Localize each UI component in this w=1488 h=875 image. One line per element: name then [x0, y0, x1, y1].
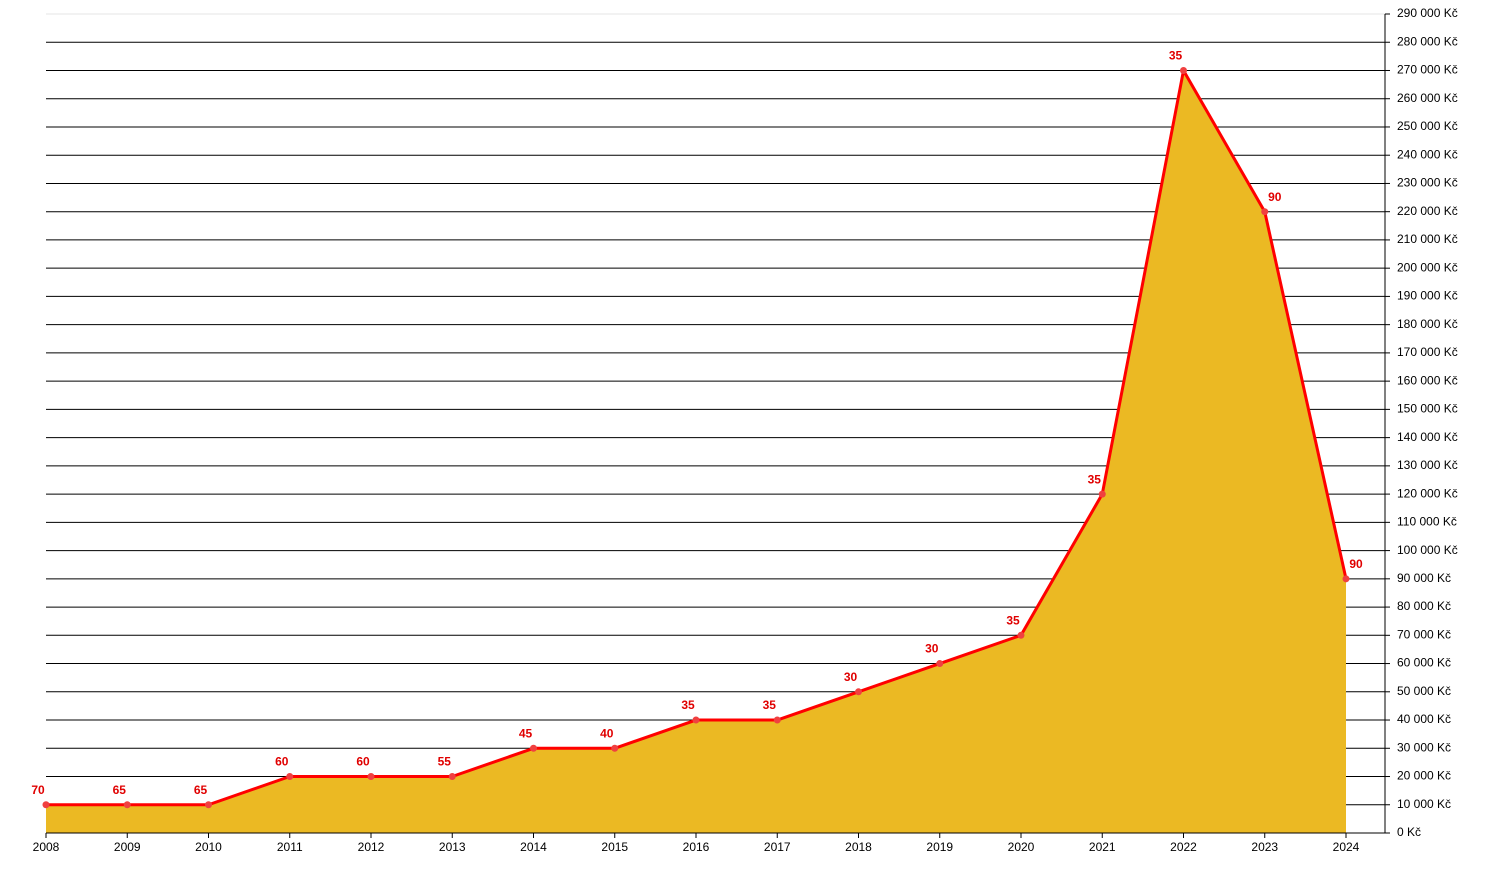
y-tick-label: 90 000 Kč [1397, 571, 1451, 585]
point [448, 773, 456, 781]
point [855, 688, 862, 696]
y-tick-label: 80 000 Kč [1397, 599, 1451, 613]
point [692, 716, 700, 724]
x-tick-label: 2014 [520, 840, 547, 854]
y-tick-label: 230 000 Kč [1397, 176, 1458, 190]
x-tick-label: 2010 [195, 840, 222, 854]
point [1180, 66, 1187, 74]
point [1098, 490, 1106, 498]
y-tick-label: 290 000 Kč [1397, 6, 1458, 20]
y-tick-label: 100 000 Kč [1397, 543, 1458, 557]
y-tick-label: 190 000 Kč [1397, 289, 1458, 303]
y-tick-label: 220 000 Kč [1397, 204, 1458, 218]
x-tick-label: 2019 [926, 840, 953, 854]
x-tick-label: 2022 [1170, 840, 1197, 854]
x-tick-label: 2015 [601, 840, 628, 854]
area [46, 70, 1346, 833]
point-label: 40 [600, 726, 614, 740]
point [530, 744, 537, 752]
point [42, 801, 50, 809]
x-tick-label: 2023 [1251, 840, 1278, 854]
point-label: 60 [275, 755, 289, 769]
point [1261, 208, 1269, 216]
x-tick-label: 2018 [845, 840, 872, 854]
point-label: 90 [1268, 190, 1282, 204]
y-tick-label: 210 000 Kč [1397, 232, 1458, 246]
point [205, 801, 212, 809]
y-tick-label: 270 000 Kč [1397, 63, 1458, 77]
x-tick-label: 2012 [358, 840, 385, 854]
point-label: 90 [1349, 557, 1363, 571]
x-tick-label: 2008 [33, 840, 60, 854]
x-tick-label: 2009 [114, 840, 141, 854]
x-tick-label: 2024 [1333, 840, 1360, 854]
y-tick-label: 50 000 Kč [1397, 684, 1451, 698]
y-tick-label: 10 000 Kč [1397, 797, 1451, 811]
point-label: 30 [844, 670, 858, 684]
point [1342, 575, 1350, 583]
y-tick-label: 20 000 Kč [1397, 769, 1451, 783]
point-label: 35 [1088, 472, 1102, 486]
y-tick-label: 160 000 Kč [1397, 373, 1458, 387]
y-tick-label: 40 000 Kč [1397, 712, 1451, 726]
y-tick-label: 200 000 Kč [1397, 260, 1458, 274]
y-tick-label: 120 000 Kč [1397, 486, 1458, 500]
point-label: 35 [1169, 49, 1183, 63]
y-tick-label: 150 000 Kč [1397, 402, 1458, 416]
x-tick-label: 2016 [683, 840, 710, 854]
point [286, 773, 294, 781]
point-label: 35 [763, 698, 777, 712]
point [367, 773, 375, 781]
point-label: 60 [356, 755, 370, 769]
point [936, 660, 944, 668]
y-tick-label: 140 000 Kč [1397, 430, 1458, 444]
point-label: 65 [113, 783, 127, 797]
y-tick-label: 110 000 Kč [1397, 515, 1457, 529]
point-label: 55 [438, 755, 452, 769]
point-label: 35 [1006, 613, 1020, 627]
y-tick-label: 30 000 Kč [1397, 740, 1451, 754]
point-label: 35 [681, 698, 695, 712]
point [611, 744, 619, 752]
point-label: 45 [519, 726, 533, 740]
y-tick-label: 70 000 Kč [1397, 627, 1451, 641]
y-tick-label: 60 000 Kč [1397, 656, 1451, 670]
y-tick-label: 130 000 Kč [1397, 458, 1458, 472]
point [1017, 631, 1025, 639]
point-label: 30 [925, 642, 939, 656]
x-tick-label: 2021 [1089, 840, 1116, 854]
point [123, 801, 131, 809]
y-tick-label: 240 000 Kč [1397, 147, 1458, 161]
x-tick-label: 2011 [277, 840, 303, 854]
x-tick-label: 2017 [764, 840, 791, 854]
y-tick-label: 260 000 Kč [1397, 91, 1458, 105]
y-tick-label: 180 000 Kč [1397, 317, 1458, 331]
y-tick-label: 280 000 Kč [1397, 34, 1458, 48]
x-tick-label: 2020 [1008, 840, 1035, 854]
y-tick-label: 170 000 Kč [1397, 345, 1458, 359]
point-label: 70 [31, 783, 45, 797]
y-tick-label: 0 Kč [1397, 825, 1421, 839]
point-label: 65 [194, 783, 208, 797]
y-tick-label: 250 000 Kč [1397, 119, 1458, 133]
x-tick-label: 2013 [439, 840, 466, 854]
point [773, 716, 781, 724]
